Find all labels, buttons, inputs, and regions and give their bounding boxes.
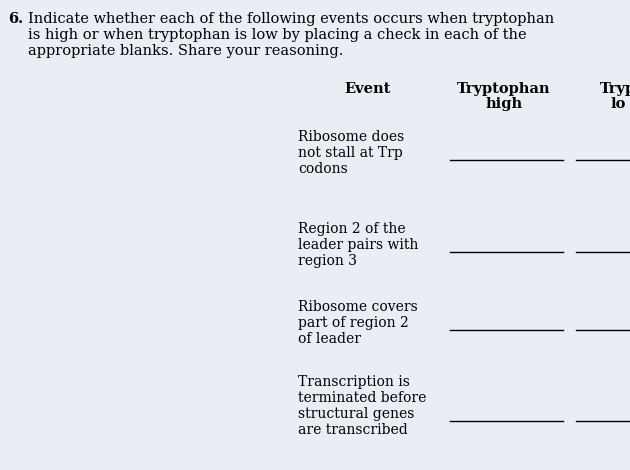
Text: Ribosome covers: Ribosome covers <box>298 300 418 314</box>
Text: terminated before: terminated before <box>298 391 427 405</box>
Text: Event: Event <box>345 82 391 96</box>
Text: Indicate whether each of the following events occurs when tryptophan: Indicate whether each of the following e… <box>28 12 554 26</box>
Text: of leader: of leader <box>298 332 361 346</box>
Text: structural genes: structural genes <box>298 407 415 421</box>
Text: 6.: 6. <box>8 12 23 26</box>
Text: not stall at Trp: not stall at Trp <box>298 146 403 160</box>
Text: Tryptophan: Tryptophan <box>457 82 551 96</box>
Text: Transcription is: Transcription is <box>298 375 410 389</box>
Text: region 3: region 3 <box>298 254 357 268</box>
Text: leader pairs with: leader pairs with <box>298 238 418 252</box>
Text: codons: codons <box>298 162 348 176</box>
Text: Region 2 of the: Region 2 of the <box>298 222 406 236</box>
Text: high: high <box>486 97 522 111</box>
Text: is high or when tryptophan is low by placing a check in each of the: is high or when tryptophan is low by pla… <box>28 28 527 42</box>
Text: part of region 2: part of region 2 <box>298 316 409 330</box>
Text: are transcribed: are transcribed <box>298 423 408 437</box>
Text: Tryp: Tryp <box>600 82 630 96</box>
Text: appropriate blanks. Share your reasoning.: appropriate blanks. Share your reasoning… <box>28 44 343 58</box>
Text: Ribosome does: Ribosome does <box>298 130 404 144</box>
Text: lo: lo <box>610 97 626 111</box>
